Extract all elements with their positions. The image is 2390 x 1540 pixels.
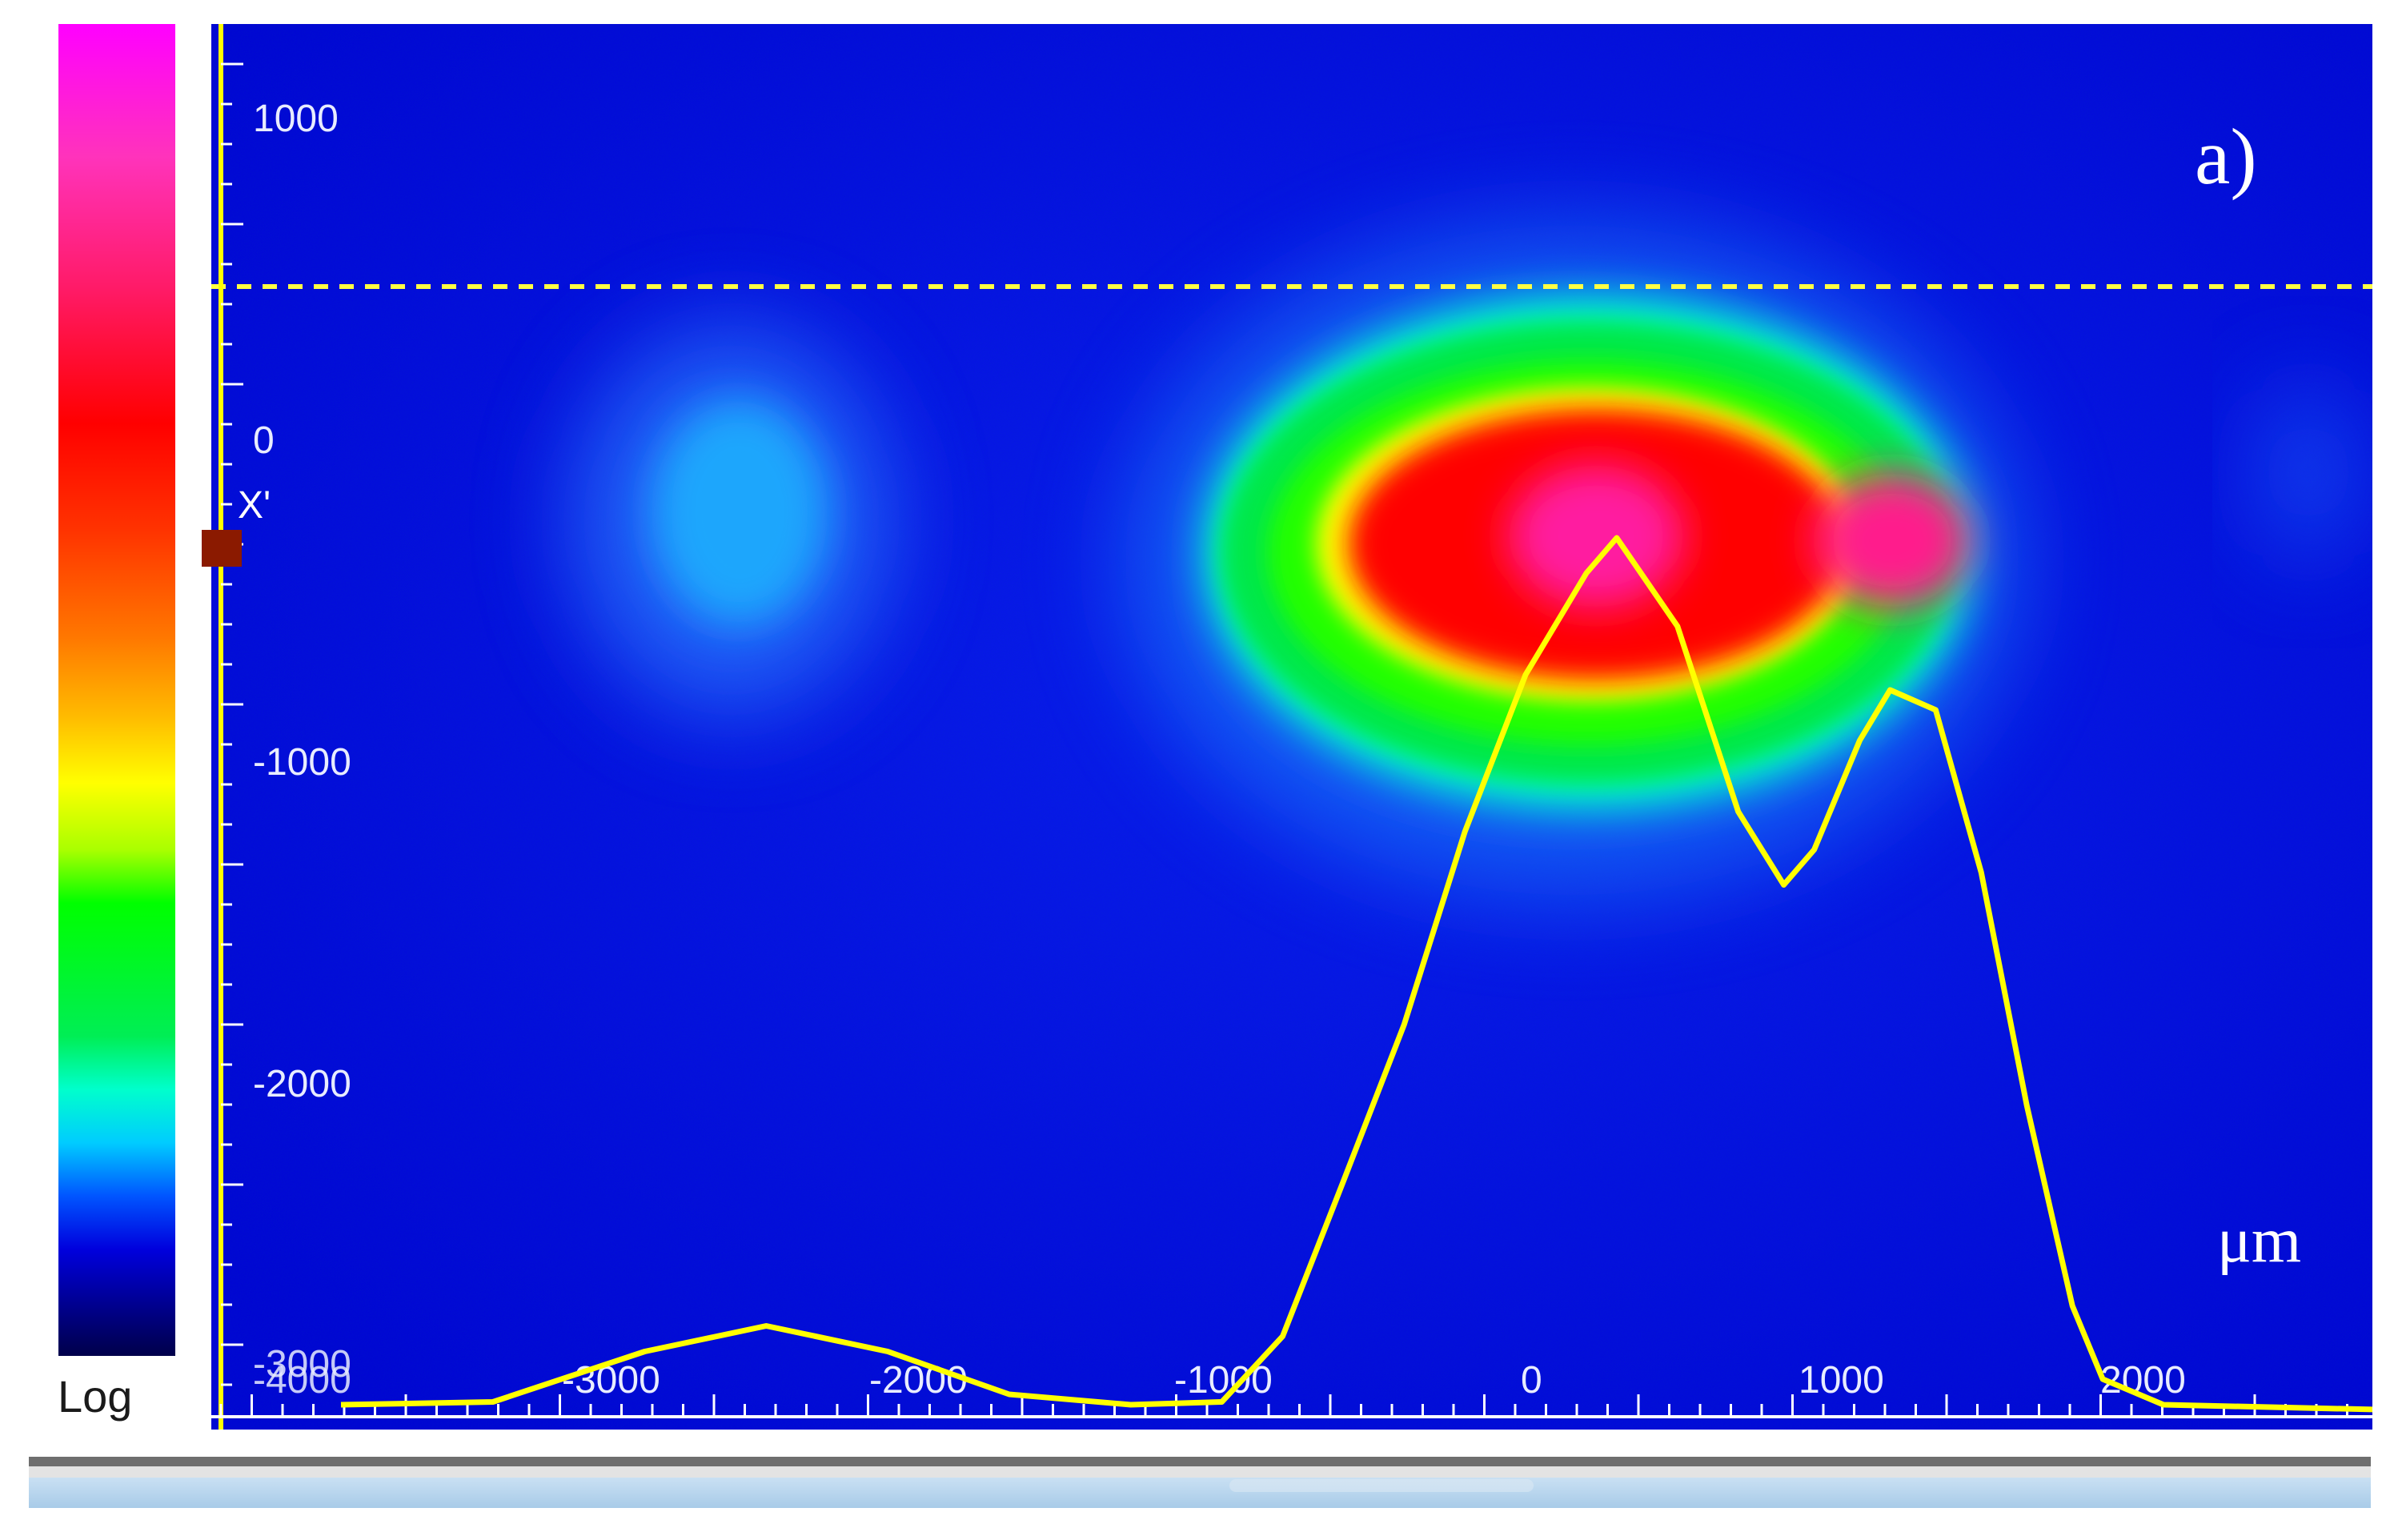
y-tick-label: -3000 [253,1343,351,1386]
panel-label: a) [2195,112,2257,201]
y-tick-label: 0 [253,419,275,462]
log-colorbar [58,24,175,1356]
x-tick-label: 1000 [1799,1359,1884,1402]
status-bar-text-hint [1229,1479,1534,1492]
x-tick-label: -4000 [253,1359,351,1402]
status-bar [29,1457,2371,1508]
status-bar-gap [29,1466,2371,1478]
x-tick-label: 0 [1521,1359,1542,1402]
axis-unit-label: μm [2217,1205,2302,1276]
cursor-label: X' [238,484,271,527]
status-bar-band [29,1478,2371,1508]
horizontal-intensity-profile [340,535,2372,1413]
y-tick-label: -1000 [253,741,351,784]
y-tick-label: 1000 [253,98,339,140]
main-beam-spot [1124,224,2020,896]
x-tick-label: -2000 [869,1359,968,1402]
colorbar-scale-label: Log [58,1371,133,1422]
x-tick-label: -3000 [562,1359,660,1402]
secondary-beam-spot [571,328,2356,712]
y-tick-label: -2000 [253,1063,351,1105]
status-bar-divider [29,1457,2371,1466]
beam-intensity-image[interactable]: 1000 0 -1000 -2000 -3000 -4000 -3000 -20… [211,24,2372,1430]
cursor-handle[interactable] [202,530,242,567]
